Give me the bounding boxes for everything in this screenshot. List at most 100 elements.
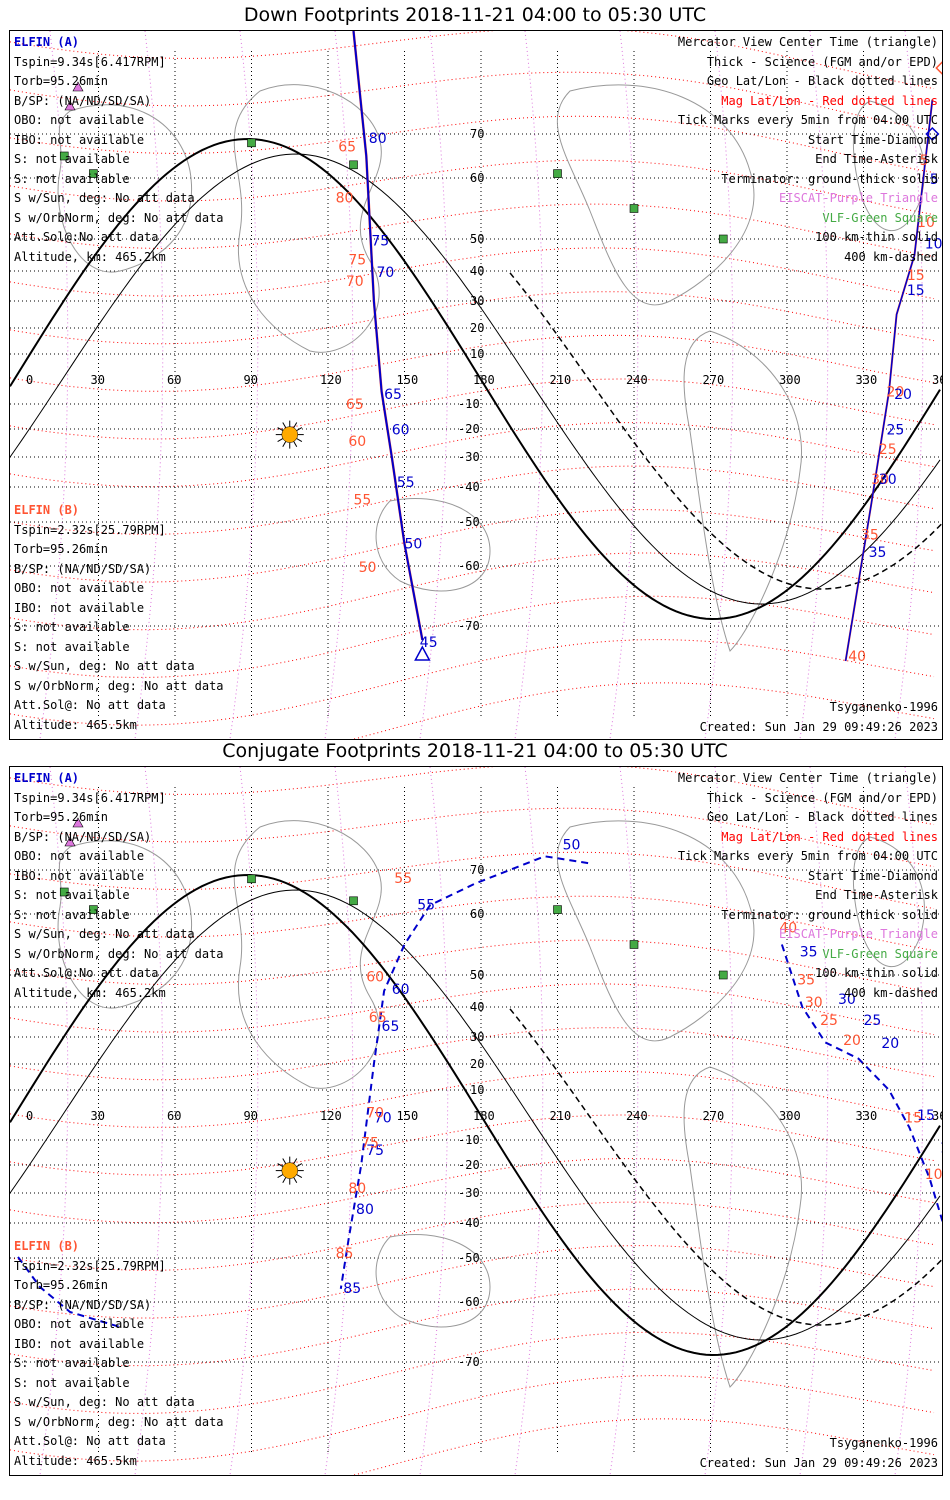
track-time-label: 5 <box>930 172 939 188</box>
vlf-station-marker <box>629 204 639 213</box>
mag-lat-line <box>10 1070 935 1128</box>
lon-tick-label: 330 <box>856 1109 878 1123</box>
vlf-station-marker <box>89 169 98 178</box>
elfin-a-info-line: Att.Sol@:No att data <box>14 230 159 244</box>
vlf-station-marker <box>553 169 562 178</box>
track-time-label: 35 <box>800 945 818 961</box>
lat-tick-label: -70 <box>458 619 480 633</box>
lat-tick-label: -30 <box>458 450 480 464</box>
sun-ray <box>296 1174 303 1179</box>
elfin-a-info-line: S w/OrbNorm, deg: No att data <box>14 946 224 961</box>
mag-lon-line <box>704 767 734 1475</box>
mag-lat-line <box>10 851 935 910</box>
sun-icon <box>275 1156 304 1185</box>
field-model-label: Tsyganenko-1996 <box>829 1436 938 1450</box>
elfin-a-info-line: Att.Sol@:No att data <box>14 966 159 980</box>
track-time-label: 5 <box>920 153 929 169</box>
elfin-a-info-line: OBO: not available <box>14 849 145 863</box>
elfin-a-info-line: Tspin=9.34s[6.417RPM] <box>14 54 166 69</box>
sun-ray <box>277 1163 284 1168</box>
lon-tick-label: 30 <box>91 373 105 387</box>
track-time-label: 15 <box>904 1111 922 1127</box>
coastline <box>233 84 382 353</box>
mag-lon-line <box>419 31 449 739</box>
terminator-100km <box>10 889 941 1341</box>
legend-entry: Tick Marks every 5min from 04:00 UTC <box>677 113 938 127</box>
elfin-a-info: ELFIN (A) Tspin=9.34s[6.417RPM] Torb=95.26… <box>14 33 224 267</box>
mag-lon-line <box>704 31 734 739</box>
legend-entry: 400 km-dashed <box>844 985 938 1000</box>
mag-lon-line <box>514 31 544 739</box>
track-time-label: 75 <box>361 1136 379 1152</box>
field-model-label: Tsyganenko-1996 <box>829 700 938 714</box>
track-time-label: 10 <box>940 1141 942 1157</box>
lon-tick-label: 360 <box>932 373 942 387</box>
elfin-b-altitude: Altitude: 465.5km <box>14 717 137 732</box>
track-time-label: 20 <box>843 1033 861 1049</box>
elfin-a-info-line: Altitude, km: 465.2km <box>14 985 166 1000</box>
elfin-b-altitude: Altitude: 465.5km <box>14 1453 137 1468</box>
elfin-a-header: ELFIN (A) <box>14 35 80 49</box>
legend-entry: 100 km-thin solid <box>815 966 938 980</box>
elfin-a-info-line: S w/OrbNorm, deg: No att data <box>14 210 224 225</box>
elfin-a-info-line: S: not available <box>14 171 130 186</box>
sun-ray <box>282 422 287 428</box>
coastline <box>57 840 192 1009</box>
elfin-a-info-line: B/SP: (NA/ND/SD/SA) <box>14 93 152 108</box>
lon-tick-label: 330 <box>856 373 878 387</box>
mag-lon-line <box>894 31 924 739</box>
vlf-station-marker <box>349 160 358 170</box>
elfin-b-info-line: S w/Sun, deg: No att data <box>14 659 195 673</box>
lon-tick-label: 180 <box>473 373 495 387</box>
track-time-label: 75 <box>348 253 366 269</box>
track-time-label: 65 <box>346 397 364 413</box>
lat-tick-label: 20 <box>470 321 484 335</box>
vlf-station-marker <box>718 970 728 980</box>
lat-tick-label: 10 <box>470 347 484 361</box>
track-time-label: 10 <box>917 215 935 231</box>
lon-tick-label: 150 <box>397 373 419 387</box>
mag-lon-line <box>134 767 164 1475</box>
sun-ray <box>282 441 287 447</box>
elfin-b-info-line: Torb=95.26min <box>14 1278 108 1292</box>
elfin-b-info-line: IBO: not available <box>14 1336 145 1351</box>
track-time-label: 60 <box>348 434 366 450</box>
elfin-a-info-line: Torb=95.26min <box>14 74 108 88</box>
track-time-label: 25 <box>879 442 897 458</box>
eiscat-station-marker <box>64 100 76 111</box>
legend-entry: Mag Lat/Lon - Red dotted lines <box>721 829 938 844</box>
track-time-label: 10 <box>925 1167 942 1183</box>
start-time-diamond <box>925 126 940 142</box>
legend-entry: End Time-Asterisk <box>815 152 938 166</box>
track-time-label: 35 <box>861 528 879 544</box>
lon-tick-label: 0 <box>26 373 33 387</box>
elfin-a-info-line: OBO: not available <box>14 113 145 127</box>
vlf-station-marker <box>247 138 256 148</box>
track-time-label: 55 <box>397 475 415 491</box>
sun-ray <box>296 438 303 443</box>
lat-tick-label: -50 <box>458 515 480 529</box>
lat-tick-label: 30 <box>470 294 484 308</box>
map-legend: Mercator View Center Time (triangle) Thic… <box>678 769 938 1003</box>
coastline <box>233 820 382 1089</box>
track-time-label: 65 <box>369 1010 387 1026</box>
mag-lat-line <box>352 682 935 739</box>
lon-tick-label: 240 <box>626 373 648 387</box>
elfin-b-info-line: OBO: not available <box>14 581 145 595</box>
lon-tick-label: 240 <box>626 1109 648 1123</box>
lon-tick-label: 270 <box>703 1109 725 1123</box>
track-time-label: 10 <box>925 237 942 253</box>
mag-lat-line <box>352 1418 935 1475</box>
mag-lat-line <box>10 334 935 392</box>
lon-tick-label: 270 <box>703 373 725 387</box>
legend-entry: Terminator: ground-thick solid <box>721 907 938 922</box>
terminator-100km <box>10 153 941 605</box>
sun-ray <box>293 441 298 447</box>
created-timestamp: Created: Sun Jan 29 09:49:26 2023 <box>699 1455 938 1470</box>
legend-entry: VLF-Green Square <box>822 210 938 225</box>
sun-disk <box>281 426 298 443</box>
legend-entry: Mag Lat/Lon - Red dotted lines <box>721 93 938 108</box>
lat-tick-label: -20 <box>458 422 480 436</box>
lon-tick-label: 300 <box>779 373 801 387</box>
legend-entry: Tick Marks every 5min from 04:00 UTC <box>677 849 938 863</box>
